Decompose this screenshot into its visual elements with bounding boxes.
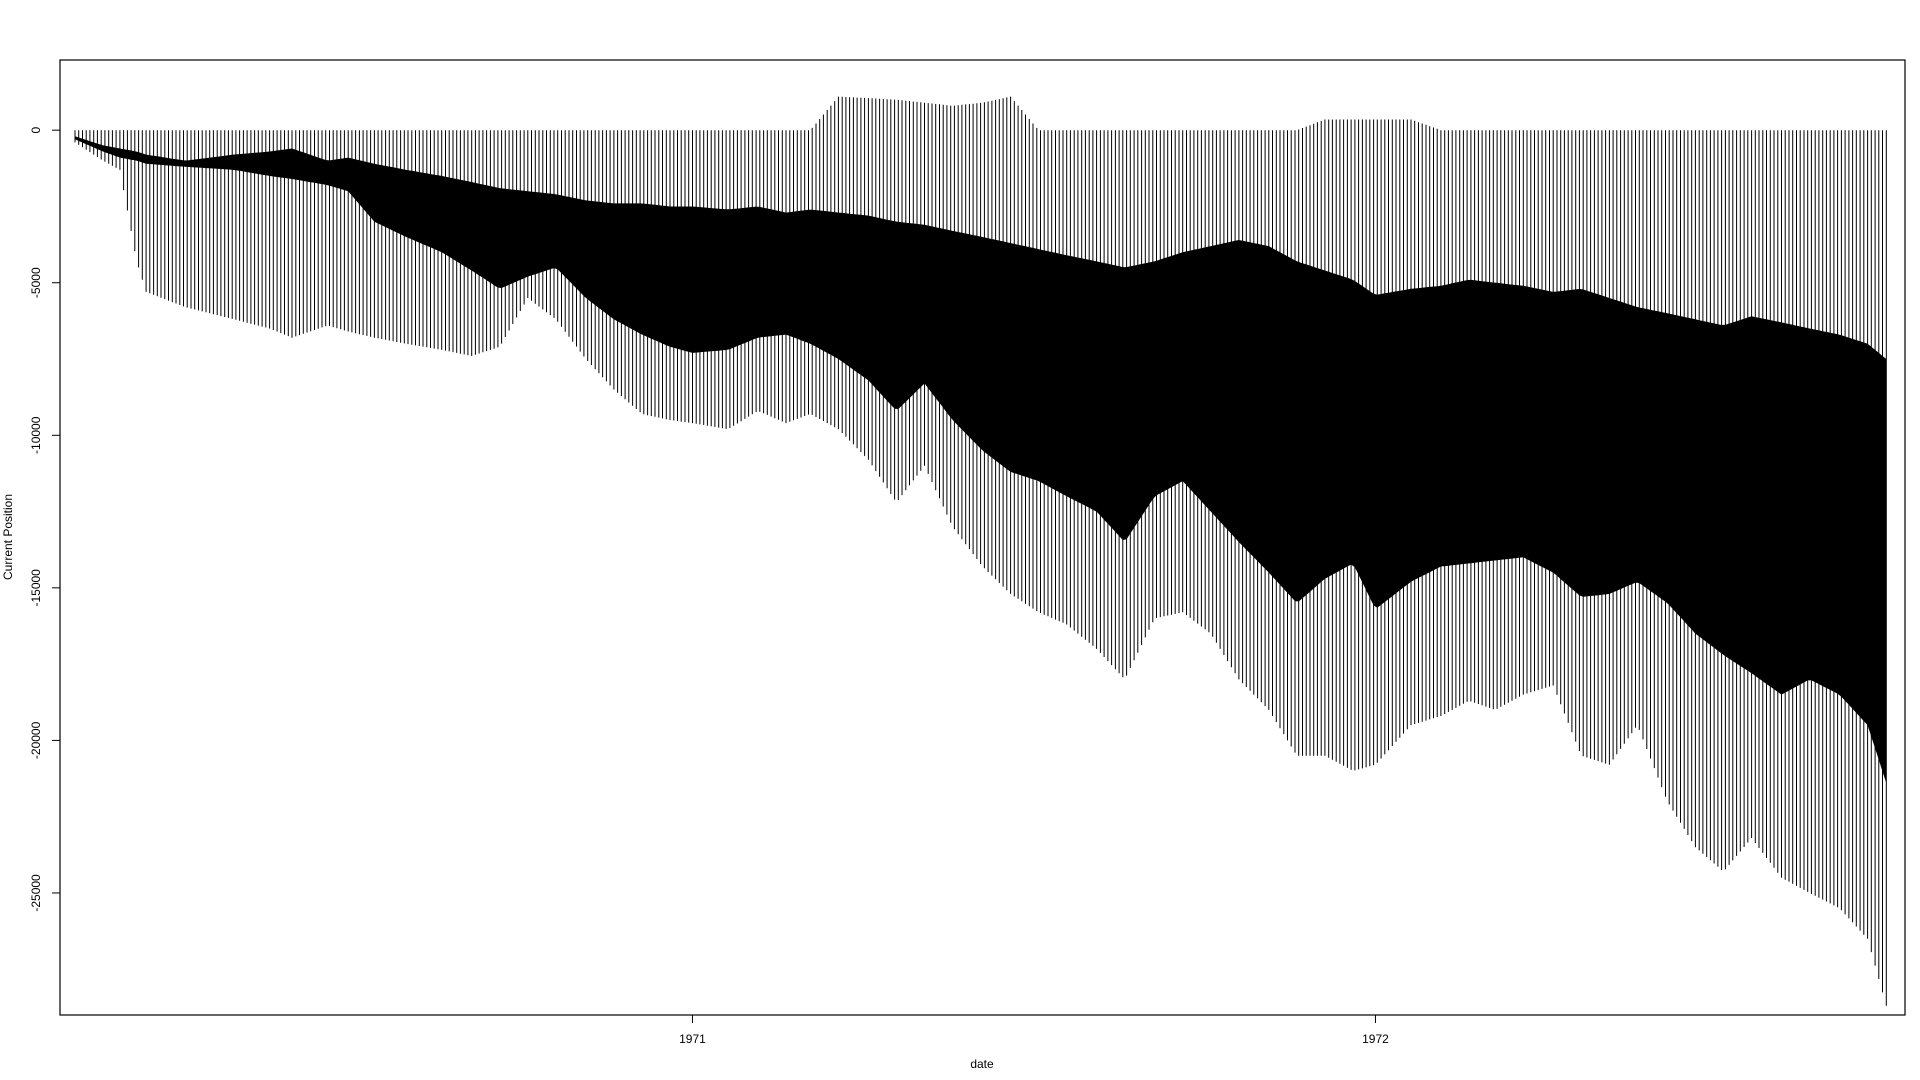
bars-group — [74, 96, 1887, 1006]
y-tick-label: -5000 — [29, 267, 43, 298]
y-axis: 0 -5000 -10000 -15000 -20000 -25000 — [29, 127, 61, 912]
y-tick-label: -25000 — [29, 874, 43, 912]
y-tick-label: -10000 — [29, 416, 43, 454]
y-tick-label: -15000 — [29, 569, 43, 607]
x-axis-label: date — [970, 1057, 994, 1071]
dense-range-band — [75, 136, 1887, 784]
x-tick-label: 1972 — [1362, 1032, 1389, 1046]
y-axis-label: Current Position — [1, 494, 15, 580]
x-tick-label: 1971 — [679, 1032, 706, 1046]
x-axis: 1971 1972 — [679, 1015, 1389, 1046]
y-tick-label: -20000 — [29, 721, 43, 759]
y-tick-label: 0 — [29, 127, 43, 134]
